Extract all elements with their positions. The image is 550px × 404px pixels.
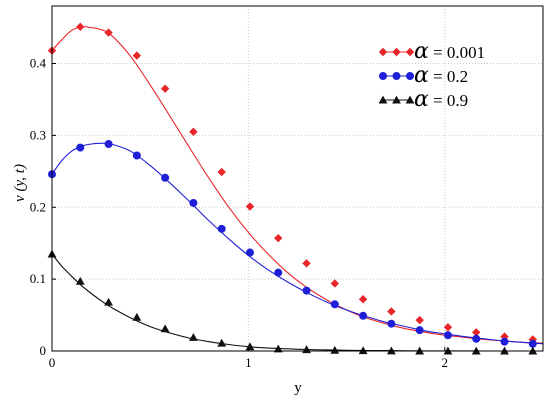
legend-marker xyxy=(379,72,387,80)
x-axis-label: y xyxy=(294,380,302,396)
data-point xyxy=(75,276,85,285)
legend-marker xyxy=(405,47,415,57)
legend-label: = 0.9 xyxy=(433,91,468,110)
plot-frame xyxy=(51,5,544,352)
data-point xyxy=(104,140,113,148)
series-line xyxy=(51,253,543,352)
data-point xyxy=(443,323,453,332)
data-point xyxy=(330,345,340,354)
data-point xyxy=(132,51,142,60)
data-point xyxy=(104,297,113,306)
data-point xyxy=(472,334,481,343)
y-tick-label: 0.4 xyxy=(30,56,47,71)
data-point xyxy=(358,346,368,355)
data-point xyxy=(358,295,368,304)
data-point xyxy=(359,311,368,320)
data-point xyxy=(76,143,85,152)
plot-border xyxy=(51,5,544,352)
legend-marker xyxy=(392,95,401,104)
legend-symbol: α xyxy=(414,63,429,88)
data-point xyxy=(160,324,170,333)
data-point xyxy=(330,279,340,288)
data-point xyxy=(274,268,283,277)
data-point xyxy=(189,332,198,341)
data-point xyxy=(415,346,425,355)
grid xyxy=(52,6,543,351)
y-tick-label: 0.3 xyxy=(30,127,46,142)
legend-symbol: α xyxy=(414,39,429,64)
data-point xyxy=(472,328,481,337)
data-point xyxy=(528,339,537,348)
data-point xyxy=(217,167,226,177)
data-point xyxy=(189,198,198,207)
data-point xyxy=(217,338,227,347)
data-point xyxy=(189,127,198,136)
data-point xyxy=(330,300,339,309)
data-point xyxy=(302,259,311,268)
x-tick-label: 0 xyxy=(49,355,56,370)
y-tick-label: 0 xyxy=(40,343,47,358)
data-point xyxy=(132,312,142,321)
axis-ticks: 0 0.1 0.2 0.3 0.4 0 1 2 xyxy=(30,56,448,371)
series-curves xyxy=(51,26,544,352)
data-point xyxy=(161,173,170,182)
x-tick-label: 1 xyxy=(245,355,252,370)
data-point xyxy=(245,342,255,351)
legend-marker xyxy=(392,47,401,57)
legend-marker xyxy=(378,47,388,57)
data-point xyxy=(415,326,424,335)
y-axis-label: v (y, t) xyxy=(12,164,28,202)
data-point xyxy=(160,84,170,93)
legend-marker xyxy=(405,95,415,104)
data-point xyxy=(76,22,85,32)
x-tick-label: 2 xyxy=(442,355,449,370)
legend-marker xyxy=(406,72,414,80)
data-point xyxy=(273,344,283,353)
data-point xyxy=(500,337,509,346)
data-point xyxy=(104,28,113,37)
data-point xyxy=(274,233,283,243)
series-line xyxy=(51,26,544,344)
data-point xyxy=(132,151,141,160)
data-point xyxy=(302,286,311,295)
data-point xyxy=(443,331,452,340)
data-point xyxy=(245,202,255,211)
legend-label: = 0.2 xyxy=(433,67,468,86)
data-point xyxy=(387,319,396,328)
legend-symbol: α xyxy=(414,87,429,112)
data-point xyxy=(245,248,254,257)
y-tick-label: 0.2 xyxy=(30,199,46,214)
y-tick-label: 0.1 xyxy=(30,271,46,286)
data-point xyxy=(387,307,396,316)
legend-marker xyxy=(378,95,388,104)
legend-label: = 0.001 xyxy=(433,43,485,62)
legend-marker xyxy=(392,72,401,80)
series-line xyxy=(51,142,544,345)
data-point xyxy=(217,224,226,233)
series-markers xyxy=(47,22,538,355)
data-point xyxy=(415,315,424,325)
data-point xyxy=(386,346,396,355)
